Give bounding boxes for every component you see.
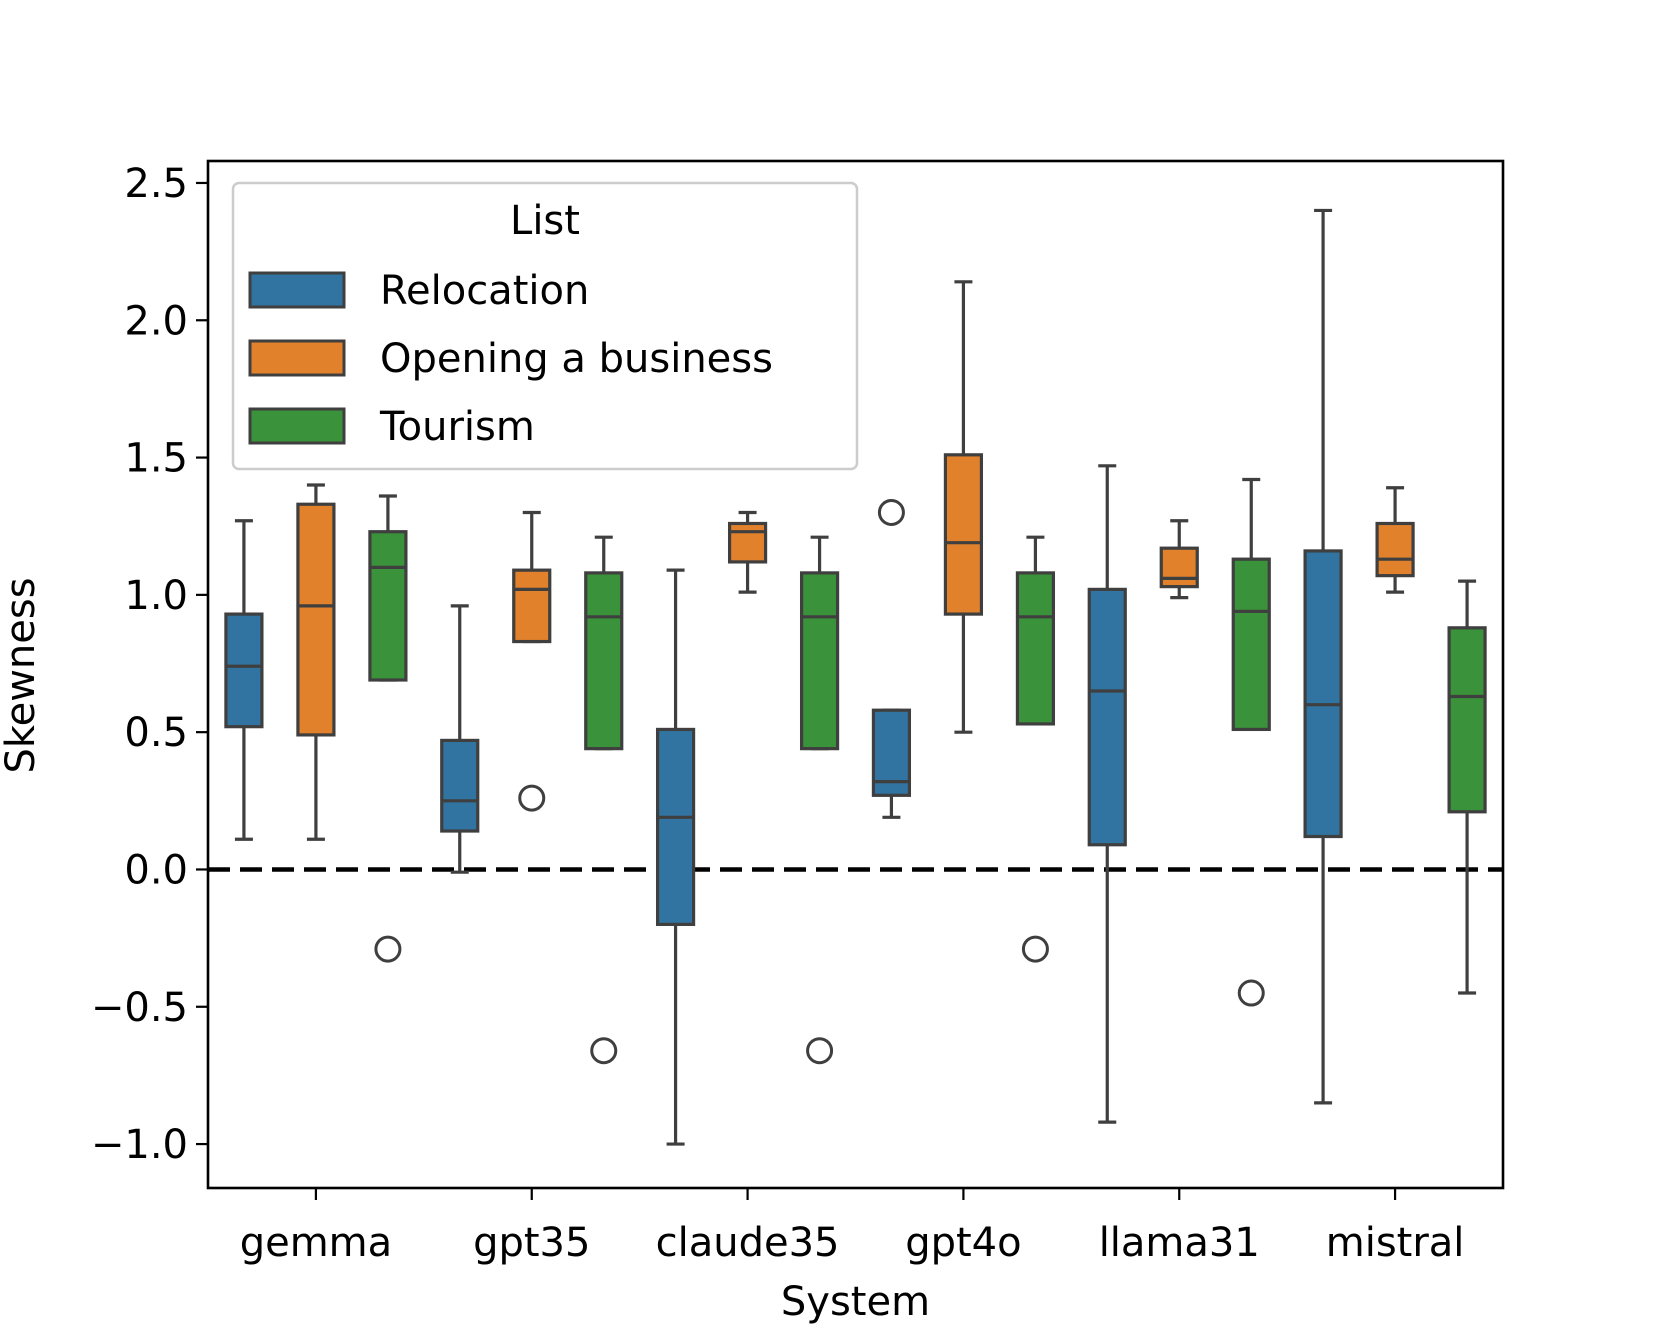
- x-tick-label: claude35: [656, 1220, 840, 1266]
- box: [1015, 535, 1056, 963]
- box-body: [368, 530, 408, 682]
- box-body: [799, 571, 840, 751]
- box: [440, 604, 480, 874]
- outlier-point: [877, 498, 905, 526]
- box: [799, 535, 840, 1065]
- outlier-point: [1021, 935, 1049, 963]
- plot-frame: [206, 159, 1505, 1190]
- legend: List Relocation Opening a business Tourism: [231, 181, 859, 471]
- box-body: [584, 571, 624, 751]
- box-body: [1159, 546, 1199, 589]
- box: [655, 568, 696, 1146]
- x-axis-label: System: [781, 1279, 930, 1325]
- y-tick-label: −1.0: [91, 1122, 188, 1168]
- box-body: [296, 502, 336, 737]
- box: [1447, 579, 1487, 995]
- box-body: [512, 568, 552, 644]
- box: [1303, 208, 1343, 1105]
- y-tick-label: 0.5: [124, 710, 188, 756]
- box: [727, 510, 768, 594]
- y-tick-label: 2.5: [124, 161, 188, 207]
- y-tick-label: 0.0: [124, 847, 188, 893]
- outlier-point: [1237, 979, 1265, 1007]
- box: [1159, 519, 1199, 600]
- legend-frame: [231, 181, 859, 471]
- x-tick-label: gpt4o: [905, 1220, 1021, 1266]
- box: [368, 494, 408, 963]
- legend-swatch: [248, 271, 346, 309]
- box-body: [224, 612, 264, 729]
- legend-label: Relocation: [380, 268, 589, 314]
- box-body: [655, 727, 696, 926]
- box: [1087, 464, 1127, 1124]
- x-tick-label: gemma: [240, 1220, 392, 1266]
- box-body: [1087, 587, 1127, 847]
- legend-title: List: [510, 198, 580, 244]
- legend-entry: Opening a business: [248, 336, 773, 382]
- legend-label: Opening a business: [380, 336, 773, 382]
- y-axis-ticks: −1.0 −0.5 0.0 0.5 1.0 1.5 2.0 2.5: [91, 161, 208, 1168]
- x-tick-label: mistral: [1326, 1220, 1465, 1266]
- box: [296, 483, 336, 841]
- outlier-point: [518, 784, 546, 812]
- y-tick-label: 2.0: [124, 298, 188, 344]
- legend-swatch: [248, 339, 346, 377]
- y-axis-label: Skewness: [0, 577, 44, 773]
- outlier-point: [374, 935, 402, 963]
- outlier-point: [590, 1037, 618, 1065]
- x-axis-ticks: gemma gpt35 claude35 gpt4o llama31 mistral: [240, 1188, 1465, 1266]
- box: [871, 498, 912, 819]
- legend-entries: Relocation Opening a business Tourism: [248, 268, 773, 450]
- box-body: [1303, 549, 1343, 839]
- box: [1231, 477, 1271, 1007]
- box-body: [440, 738, 480, 833]
- legend-entry: Tourism: [248, 404, 535, 450]
- y-tick-label: 1.5: [124, 436, 188, 482]
- legend-entry: Relocation: [248, 268, 589, 314]
- box: [1375, 486, 1415, 594]
- y-tick-label: 1.0: [124, 573, 188, 619]
- x-tick-label: gpt35: [473, 1220, 590, 1266]
- box-body: [1447, 626, 1487, 814]
- box: [224, 519, 264, 841]
- outlier-point: [806, 1037, 834, 1065]
- box-body: [1015, 571, 1056, 726]
- box: [584, 535, 624, 1065]
- box-body: [727, 521, 768, 564]
- box-body: [1231, 557, 1271, 732]
- box-series: [224, 208, 1487, 1146]
- box-body: [1375, 521, 1415, 578]
- box: [512, 510, 552, 812]
- box-body: [943, 453, 984, 616]
- x-tick-label: llama31: [1099, 1220, 1260, 1266]
- legend-label: Tourism: [379, 404, 535, 450]
- box: [943, 280, 984, 734]
- y-tick-label: −0.5: [91, 985, 188, 1031]
- legend-swatch: [248, 407, 346, 445]
